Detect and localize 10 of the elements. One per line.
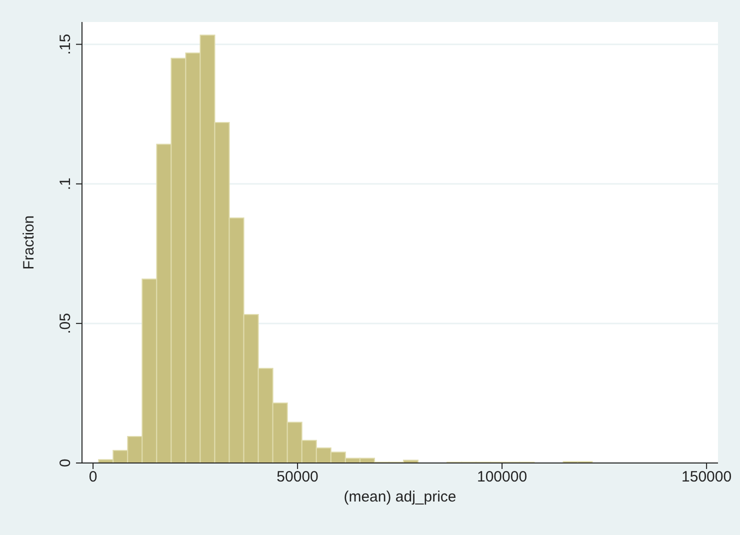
- y-tick-label: .15: [57, 34, 74, 55]
- y-axis-title: Fraction: [20, 215, 38, 270]
- y-tick-label: 0: [57, 458, 74, 468]
- x-tick-label: 100000: [477, 468, 528, 486]
- x-tick-label: 0: [88, 468, 98, 486]
- x-axis-title: (mean) adj_price: [344, 488, 456, 506]
- x-tick-label: 150000: [682, 468, 732, 486]
- y-tick-label: .1: [57, 178, 74, 190]
- x-tick-label: 50000: [276, 468, 318, 486]
- y-tick-label: .05: [57, 313, 74, 334]
